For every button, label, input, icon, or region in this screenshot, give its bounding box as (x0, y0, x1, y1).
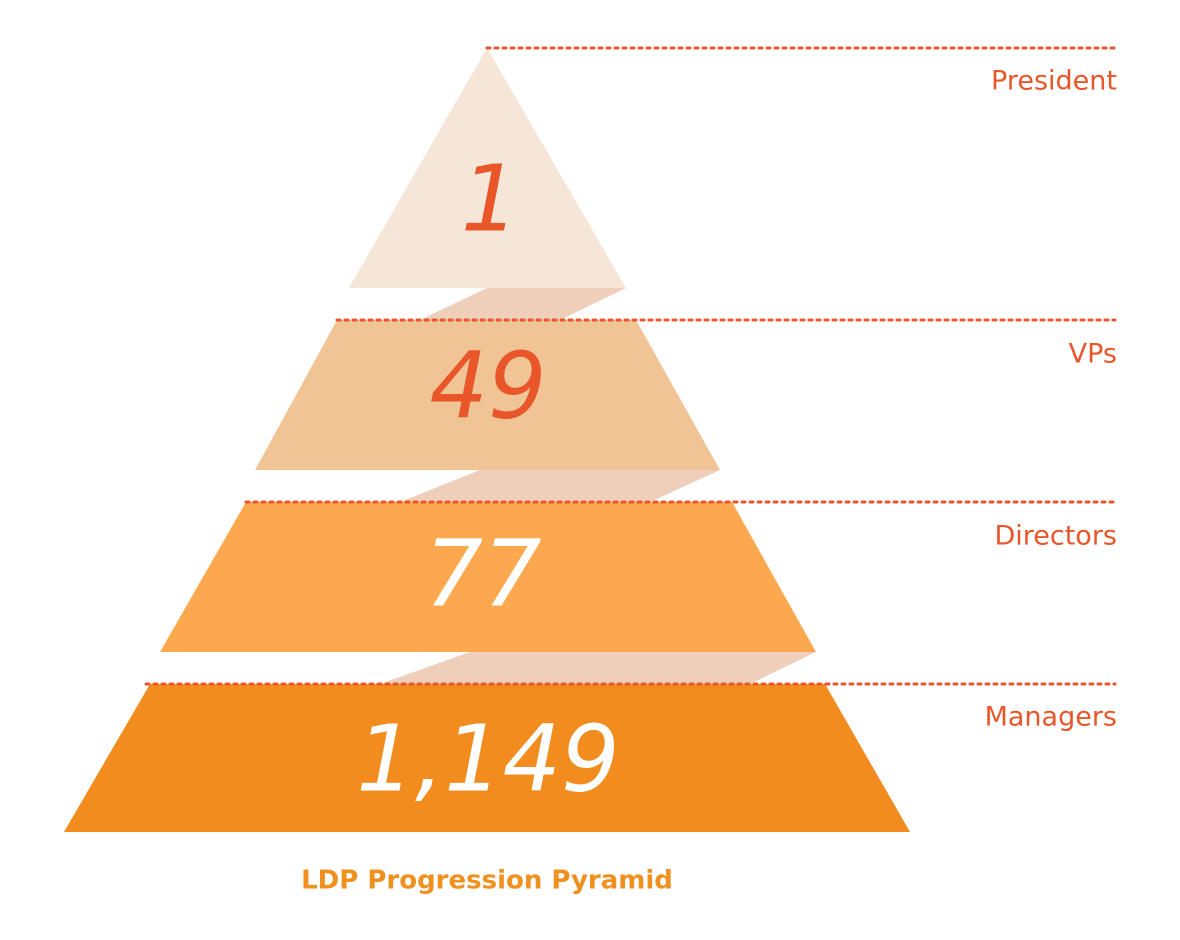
tier-label: Directors (994, 521, 1117, 552)
connectors (380, 288, 816, 684)
pyramid-tier (255, 320, 720, 470)
value-label: 1,149 (356, 705, 619, 812)
pyramid-tier (349, 48, 626, 288)
tier-label: President (991, 66, 1117, 97)
tier-label: Managers (985, 702, 1117, 733)
pyramid-tier (160, 502, 816, 652)
pyramid-tier (64, 684, 910, 832)
chart-title: LDP Progression Pyramid (301, 866, 673, 896)
connector (380, 652, 816, 684)
connector (420, 288, 626, 320)
value-label: 77 (424, 520, 541, 627)
tier-label: VPs (1069, 339, 1117, 370)
value-label: 1 (461, 145, 520, 252)
connector (400, 470, 720, 502)
value-label: 49 (429, 332, 546, 439)
